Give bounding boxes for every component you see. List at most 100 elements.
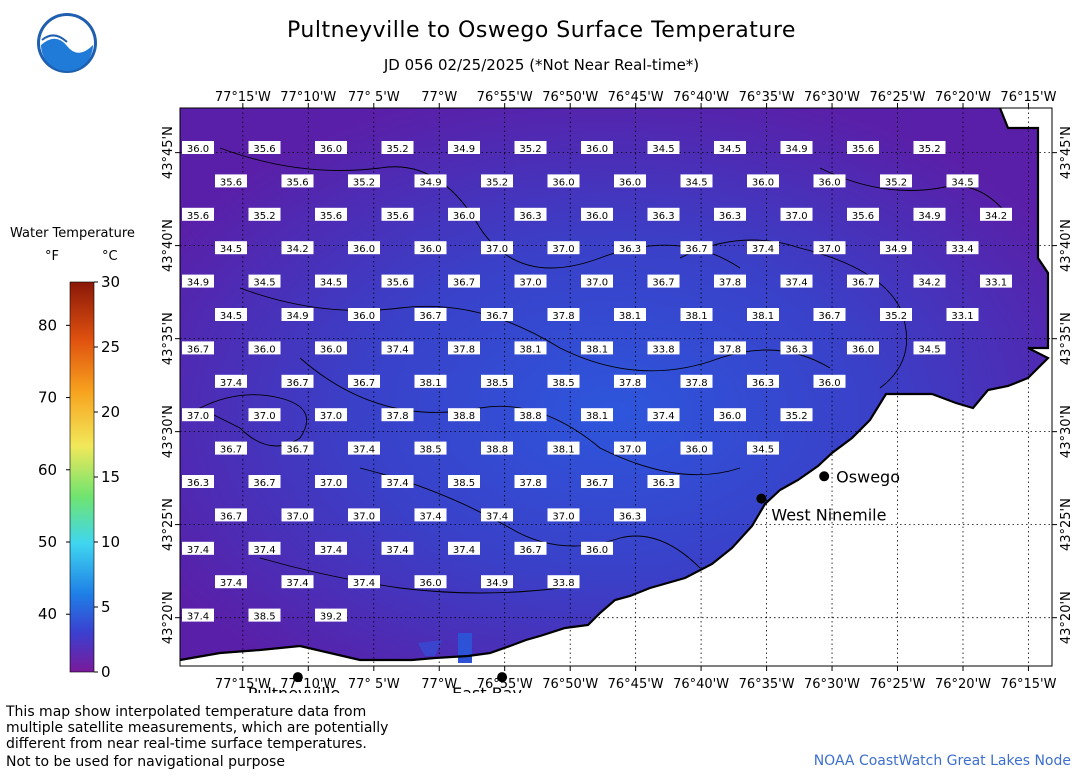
temp-value: 38.1: [419, 378, 441, 389]
temp-value: 37.4: [220, 378, 242, 389]
shoreline: [179, 107, 1050, 662]
temp-box: [780, 207, 813, 221]
temp-box: [348, 508, 380, 522]
temp-box: [980, 274, 1012, 288]
lon-label-bottom: 76°35'W: [739, 677, 795, 692]
temp-value: 36.0: [818, 177, 840, 188]
temp-value: 35.2: [253, 211, 275, 222]
lon-label-top: 76°55'W: [477, 90, 533, 105]
temp-box: [215, 241, 247, 255]
temp-box: [448, 207, 480, 221]
legend-title: Water Temperature: [10, 226, 135, 241]
temp-value: 36.7: [652, 278, 674, 289]
temp-value: 37.4: [752, 244, 774, 255]
temperature-contour: [198, 394, 308, 447]
temp-box: [348, 174, 380, 188]
temp-value: 36.0: [253, 344, 275, 355]
temp-value: 35.2: [353, 177, 375, 188]
temp-value: 37.0: [818, 244, 840, 255]
lon-label-bottom: 76°25'W: [869, 677, 925, 692]
temp-box: [813, 241, 846, 255]
temp-value: 37.0: [785, 211, 807, 222]
temp-value: 36.0: [419, 244, 441, 255]
temp-value: 36.7: [286, 445, 308, 456]
temp-box: [481, 441, 513, 455]
disclaimer-line: multiple satellite measurements, which a…: [6, 720, 389, 736]
temp-box: [913, 274, 946, 288]
temp-box: [514, 408, 547, 422]
temp-box: [182, 608, 214, 622]
lon-label-bottom: 77° 5'W: [348, 677, 400, 692]
temp-box: [880, 308, 912, 321]
lon-label-top: 76°20'W: [935, 90, 991, 105]
legend-label-f: 60: [38, 461, 57, 479]
temp-value: 37.0: [619, 445, 641, 456]
temp-value: 39.2: [320, 612, 342, 623]
temp-value: 36.7: [852, 278, 874, 289]
temp-value: 34.9: [785, 144, 807, 155]
lon-label-bottom: 76°40'W: [673, 677, 729, 692]
temp-value: 37.4: [785, 278, 807, 289]
temp-box: [714, 408, 746, 422]
temp-value: 34.9: [187, 278, 209, 289]
temp-box: [182, 341, 214, 355]
temp-box: [680, 174, 713, 188]
temp-value: 37.0: [552, 244, 574, 255]
lat-label-right: 43°40'N: [1059, 219, 1070, 272]
temp-box: [248, 207, 281, 221]
temp-value: 37.0: [320, 411, 342, 422]
temp-value: 36.7: [187, 344, 209, 355]
temp-value: 37.0: [552, 511, 574, 522]
temp-box: [348, 241, 380, 255]
lon-label-top: 76°35'W: [739, 90, 795, 105]
temp-box: [215, 508, 247, 522]
temp-box: [980, 207, 1012, 221]
temp-box: [547, 508, 580, 522]
legend-label-c: 15: [101, 468, 120, 486]
temp-value: 37.4: [652, 411, 674, 422]
temp-value: 34.2: [985, 211, 1007, 222]
temp-box: [315, 608, 347, 622]
temp-box: [281, 374, 314, 388]
map-subtitle: JD 056 02/25/2025 (*Not Near Real-time*): [383, 56, 700, 74]
temp-value: 37.4: [253, 545, 275, 556]
temp-box: [481, 508, 513, 522]
temp-value: 38.1: [586, 411, 608, 422]
temp-value: 36.3: [752, 378, 774, 389]
temp-box: [381, 207, 414, 221]
temperature-contour: [219, 147, 741, 269]
temp-box: [248, 608, 281, 622]
temp-box: [680, 374, 713, 388]
temp-box: [315, 475, 347, 488]
temp-value: 37.4: [453, 545, 475, 556]
lat-label-left: 43°35'N: [161, 312, 176, 365]
temp-box: [813, 374, 846, 388]
temp-value: 36.0: [685, 445, 707, 456]
temp-box: [182, 274, 214, 288]
temp-value: 36.0: [353, 311, 375, 322]
lat-label-right: 43°25'N: [1059, 498, 1070, 551]
lat-label-right: 43°30'N: [1059, 405, 1070, 458]
temp-box: [248, 341, 281, 355]
temp-box: [614, 174, 646, 188]
temp-value: 35.2: [785, 411, 807, 422]
temp-value: 36.0: [353, 244, 375, 255]
temp-box: [581, 207, 613, 221]
temp-value: 37.8: [719, 278, 741, 289]
inlet: [458, 633, 472, 663]
temp-value: 35.6: [852, 144, 874, 155]
temp-box: [381, 408, 414, 422]
temp-box: [647, 141, 680, 154]
temp-value: 37.4: [187, 545, 209, 556]
temp-box: [714, 274, 746, 288]
temp-box: [747, 174, 779, 188]
disclaimer-line: different from near real-time surface te…: [6, 736, 367, 752]
place-label: Pultneyville: [248, 684, 340, 693]
legend-label-c: 0: [101, 663, 111, 680]
temp-value: 35.2: [386, 144, 408, 155]
temp-box: [880, 241, 912, 255]
temp-value: 34.5: [320, 278, 342, 289]
temp-box: [414, 575, 447, 589]
temp-value: 34.5: [951, 177, 973, 188]
temp-box: [680, 308, 713, 321]
